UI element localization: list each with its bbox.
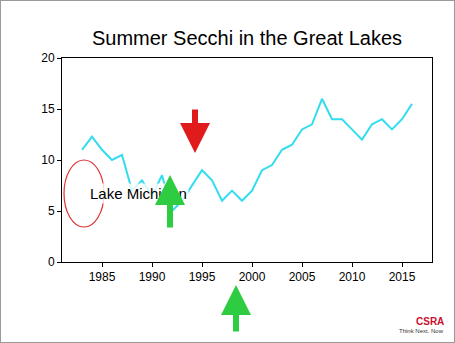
svg-text:Think Next. Now: Think Next. Now xyxy=(399,328,444,334)
svg-text:2010: 2010 xyxy=(339,270,366,284)
svg-text:10: 10 xyxy=(41,153,55,167)
svg-text:20: 20 xyxy=(41,51,55,65)
svg-text:5: 5 xyxy=(48,204,55,218)
svg-text:0: 0 xyxy=(48,255,55,269)
svg-text:2015: 2015 xyxy=(389,270,416,284)
svg-text:Lake Michigan: Lake Michigan xyxy=(90,185,187,202)
svg-text:Summer Secchi in the Great Lak: Summer Secchi in the Great Lakes xyxy=(92,27,402,49)
svg-text:15: 15 xyxy=(41,102,55,116)
svg-text:1985: 1985 xyxy=(89,270,116,284)
svg-text:2000: 2000 xyxy=(239,270,266,284)
svg-text:1995: 1995 xyxy=(189,270,216,284)
svg-text:1990: 1990 xyxy=(139,270,166,284)
svg-text:CSRA: CSRA xyxy=(416,316,444,327)
svg-text:2005: 2005 xyxy=(289,270,316,284)
